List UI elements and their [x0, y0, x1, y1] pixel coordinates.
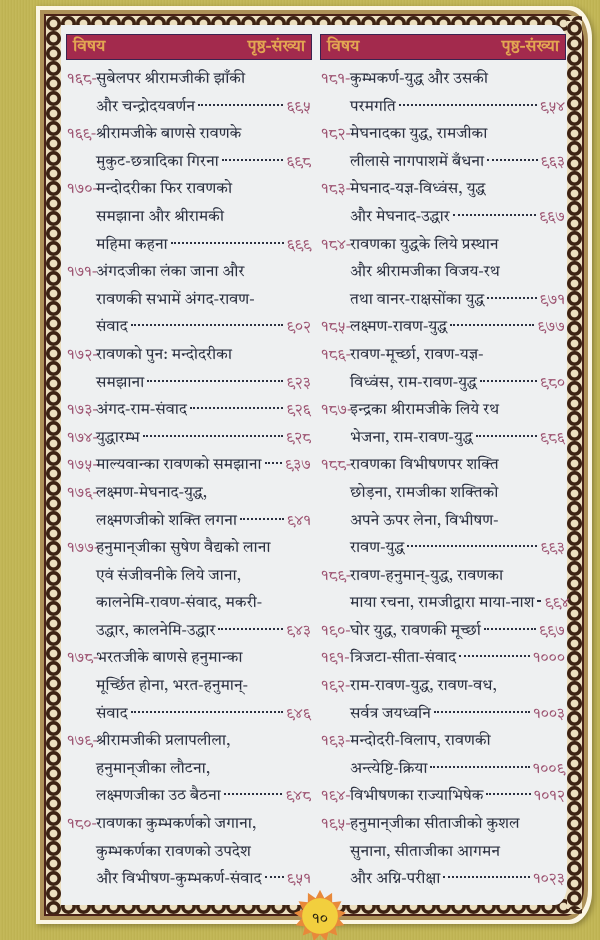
svg-text:१०: १० [312, 911, 328, 927]
